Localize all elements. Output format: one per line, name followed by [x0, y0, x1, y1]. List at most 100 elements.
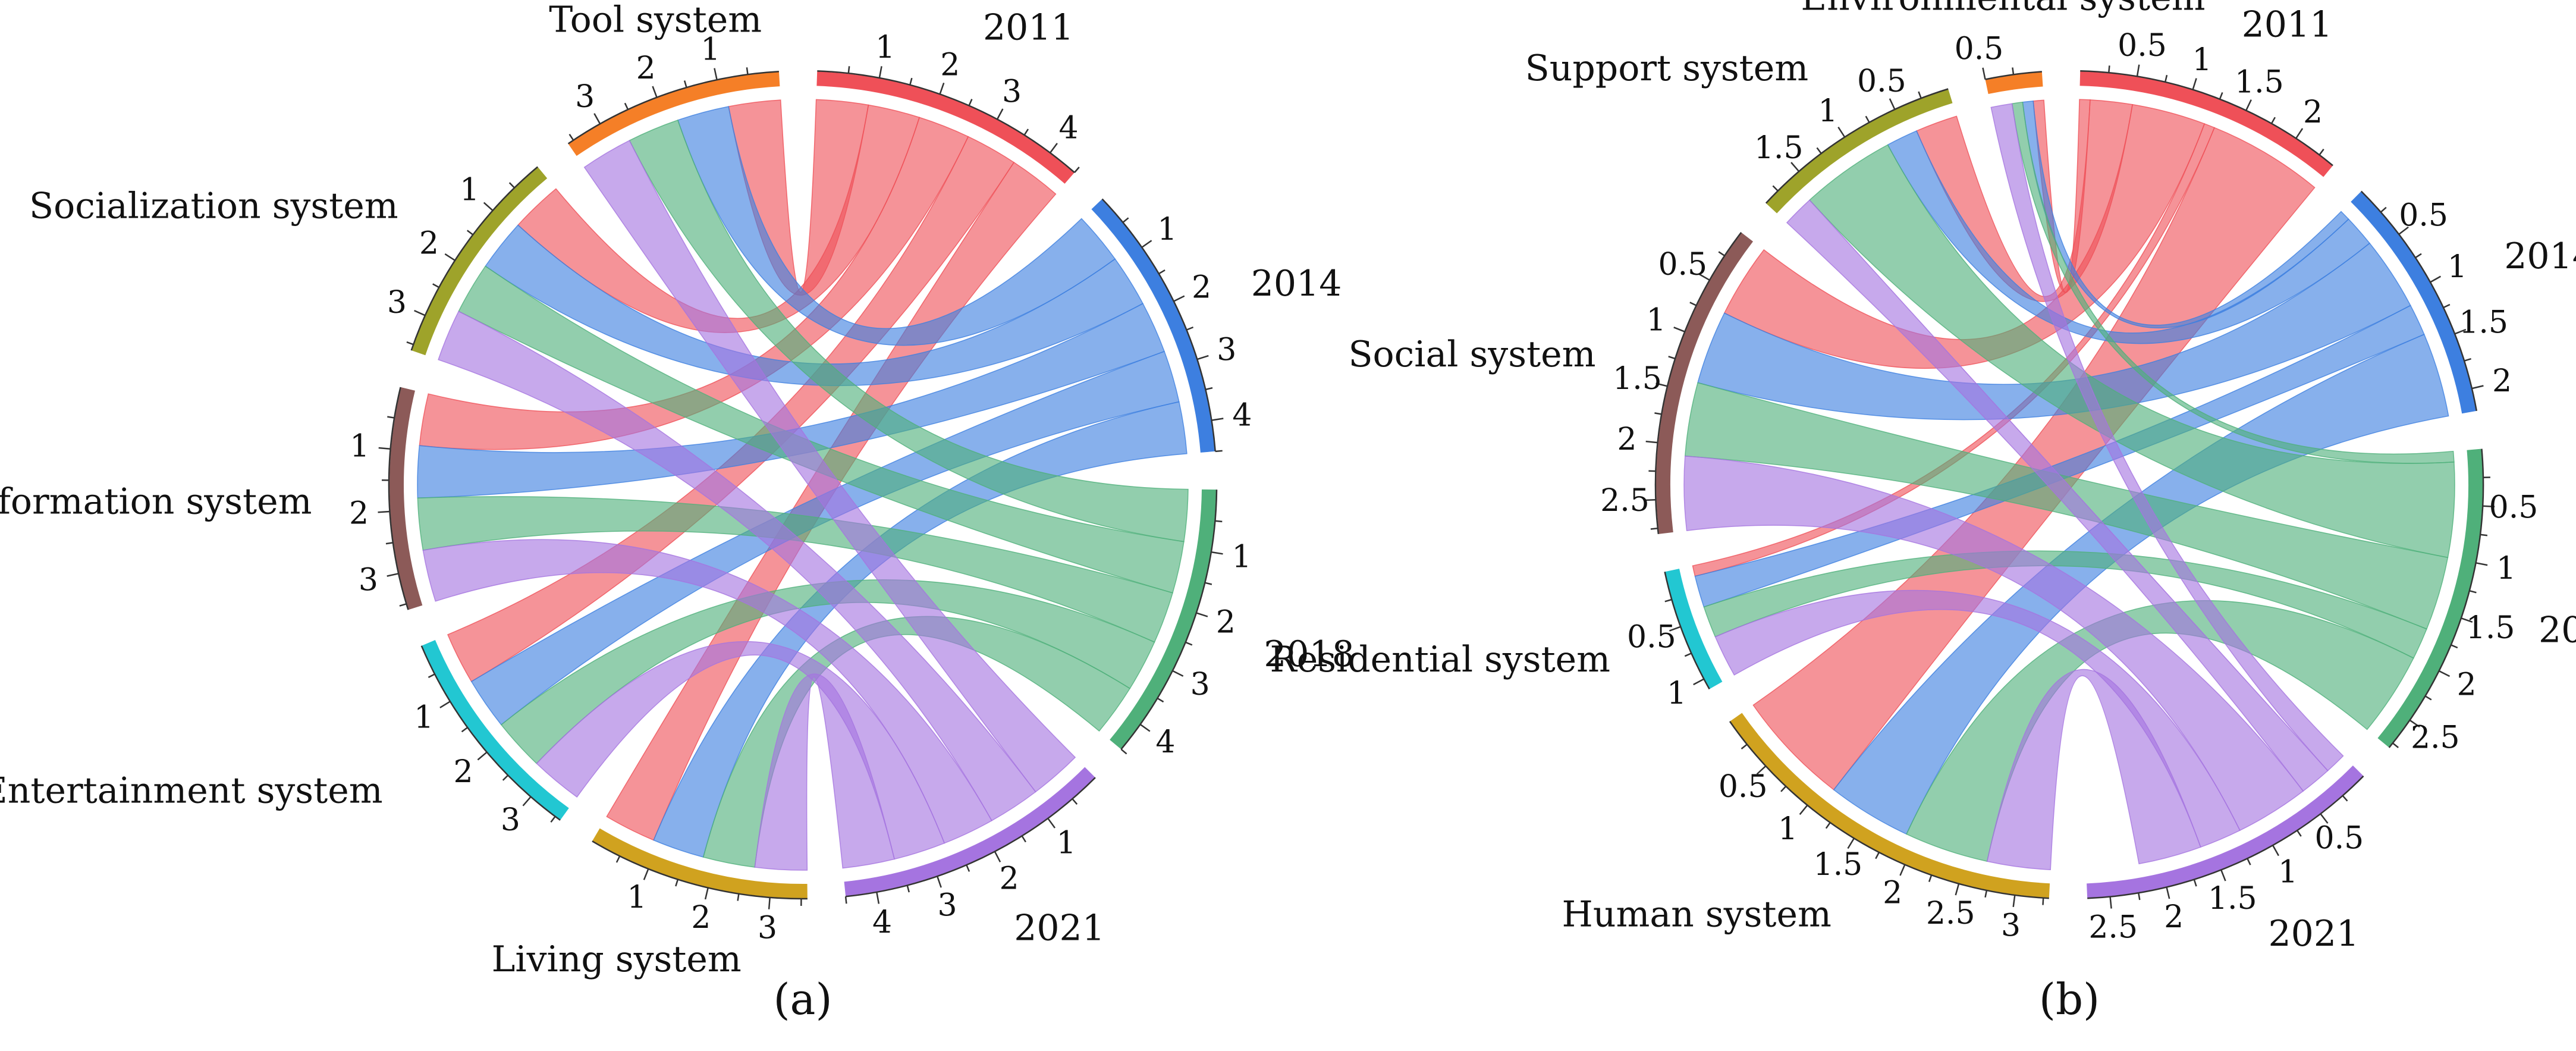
segment-outline-social-system	[1654, 232, 1742, 534]
tick-label-human-system: 0.5	[1719, 769, 1768, 805]
segment-label-residential-system: Residential system	[1270, 639, 1611, 680]
tick-label-2014: 2	[2492, 363, 2512, 399]
tick-mark	[1173, 295, 1185, 302]
tick-mark	[652, 86, 658, 98]
tick-label-2014: 1.5	[2459, 305, 2508, 340]
tick-mark	[1928, 874, 1933, 883]
tick-label-social-system: 1.5	[1613, 361, 1662, 397]
tick-mark	[414, 309, 426, 316]
tick-label-2018: 0.5	[2489, 490, 2539, 526]
tick-mark	[1139, 723, 1151, 732]
segment-label-2021: 2021	[1014, 908, 1105, 949]
tick-mark	[1684, 652, 1692, 657]
tick-label-2018: 3	[1190, 667, 1210, 702]
segment-arc-environmental-system	[1985, 72, 2043, 95]
tick-mark	[937, 876, 942, 888]
tick-mark	[2138, 892, 2141, 901]
segment-arc-2018	[1110, 489, 1216, 749]
tick-mark	[466, 230, 474, 236]
tick-mark	[550, 815, 556, 823]
tick-mark	[2270, 117, 2276, 124]
tick-mark	[2443, 303, 2451, 309]
tick-mark	[1741, 743, 1748, 749]
tick-label-information-system: 1	[350, 428, 369, 464]
tick-mark	[2164, 74, 2168, 83]
tick-mark	[1650, 528, 1658, 530]
tick-label-socialization-system: 1	[460, 172, 479, 208]
tick-label-2018: 4	[1155, 724, 1175, 760]
tick-mark	[2398, 226, 2409, 235]
tick-mark	[399, 603, 407, 607]
tick-label-2018: 1.5	[2466, 610, 2515, 646]
tick-mark	[2342, 795, 2348, 802]
segment-label-2021: 2021	[2269, 913, 2360, 955]
chord-panel-b: 0.511.5220110.511.5220140.511.522.520180…	[1270, 0, 2576, 1024]
tick-mark	[508, 182, 515, 189]
tick-mark	[1196, 354, 1209, 360]
panel-label: (b)	[2039, 974, 2100, 1024]
segment-label-human-system: Human system	[1562, 894, 1832, 936]
tick-mark	[1645, 440, 1658, 444]
tick-label-2011: 3	[1002, 74, 1022, 110]
tick-label-human-system: 1	[1778, 811, 1798, 847]
segment-outline-entertainment-system	[420, 645, 561, 821]
tick-mark	[483, 202, 494, 211]
tick-label-2014: 3	[1217, 332, 1236, 368]
segment-arc-2011	[816, 71, 1075, 184]
tick-label-support-system: 1.5	[1754, 130, 1804, 166]
tick-label-support-system: 0.5	[1857, 64, 1906, 99]
tick-label-2021: 2	[999, 861, 1019, 897]
tick-mark	[2220, 870, 2226, 881]
tick-mark	[2297, 830, 2302, 837]
tick-mark	[2295, 128, 2304, 139]
tick-mark	[2012, 67, 2015, 75]
segment-arc-2014	[2351, 192, 2476, 414]
tick-mark	[439, 701, 451, 708]
tick-label-human-system: 3	[2001, 908, 2021, 944]
tick-label-2021: 1.5	[2208, 881, 2257, 917]
tick-label-2021: 2.5	[2088, 909, 2138, 945]
tick-label-2011: 1.5	[2235, 65, 2284, 101]
segment-label-2018: 2018	[2539, 610, 2576, 651]
tick-mark	[378, 447, 391, 450]
tick-mark	[1689, 302, 1697, 306]
tick-mark	[704, 887, 709, 900]
segment-outline-2021	[2087, 775, 2364, 899]
segment-label-tool-system: Tool system	[549, 0, 762, 41]
tick-mark	[568, 134, 574, 141]
tick-mark	[996, 108, 1004, 120]
segment-arc-2021	[844, 767, 1095, 896]
segment-label-2011: 2011	[983, 7, 1074, 49]
tick-mark	[1799, 805, 1808, 815]
tick-mark	[1122, 217, 1129, 223]
segment-outline-support-system	[1765, 88, 1949, 204]
segment-outline-tool-system	[567, 70, 779, 145]
tick-mark	[2483, 505, 2495, 508]
tick-mark	[2451, 644, 2458, 649]
tick-label-social-system: 2.5	[1600, 483, 1650, 519]
tick-mark	[1664, 598, 1672, 603]
tick-label-human-system: 2	[1883, 875, 1902, 911]
tick-label-socialization-system: 3	[387, 285, 407, 321]
tick-mark	[1204, 582, 1212, 585]
tick-label-residential-system: 0.5	[1627, 620, 1676, 655]
tick-mark	[1655, 382, 1668, 387]
segment-layer: 0.511.5220110.511.5220140.511.522.520180…	[1270, 0, 2576, 955]
segment-label-2011: 2011	[2242, 4, 2333, 45]
segment-outline-2011	[2080, 70, 2333, 167]
tick-mark	[2166, 887, 2170, 899]
tick-label-tool-system: 1	[700, 32, 720, 67]
tick-label-human-system: 2.5	[1926, 896, 1975, 931]
tick-mark	[675, 879, 679, 887]
segment-outline-2014	[1101, 198, 1216, 452]
tick-mark	[2245, 99, 2252, 111]
tick-label-2018: 2	[1216, 605, 1236, 641]
tick-mark	[1141, 240, 1152, 248]
segment-outline-environmental-system	[1985, 71, 2042, 80]
tick-mark	[593, 113, 601, 124]
tick-mark	[2415, 253, 2422, 259]
tick-mark	[1984, 890, 1988, 898]
tick-mark	[1185, 641, 1193, 646]
tick-mark	[1211, 418, 1224, 421]
tick-mark	[1718, 251, 1725, 256]
